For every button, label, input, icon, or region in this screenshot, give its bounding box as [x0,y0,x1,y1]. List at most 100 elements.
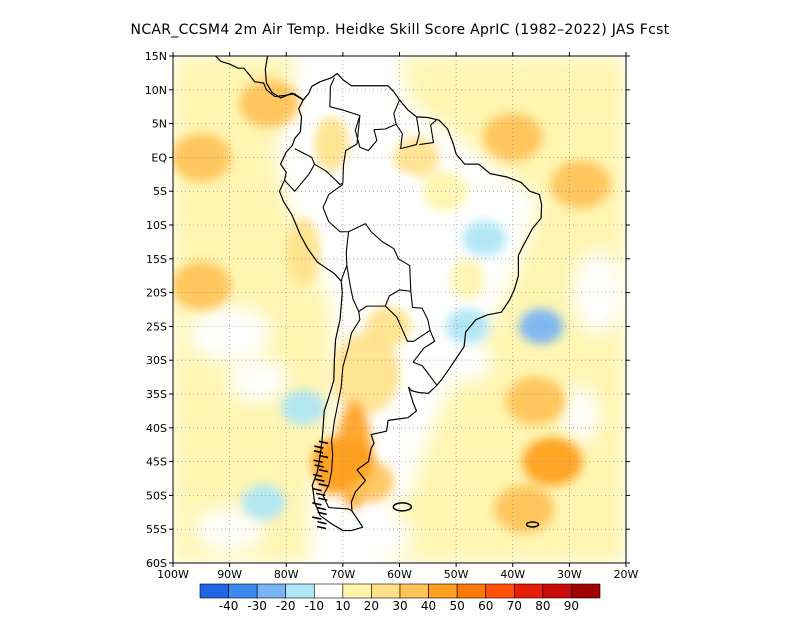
fjord-mark [312,516,322,520]
fjord-mark [316,525,327,530]
coastlines [215,56,543,532]
wash-region-0 [173,56,332,563]
colorbar-label: 40 [421,599,436,613]
feature-8 [494,484,555,533]
grid-lines [173,56,626,563]
chile-fjords [312,440,329,530]
lon-tick-label: 30W [557,568,582,581]
colorbar-swatch [456,583,487,599]
falkland-islands [392,502,413,512]
lat-tick-label: 5N [152,118,167,131]
longitude-axis: 100W 90W 80W 70W 60W 50W 40W 30W 20W [157,52,639,581]
feature-11 [462,220,507,257]
colorbar-swatch [428,583,458,599]
fjord-mark [315,478,325,482]
fjord-mark [315,492,326,497]
lon-tick-label: 20W [614,568,639,581]
colorbar-swatch [313,583,344,599]
colorbar-swatch [485,583,515,599]
fjord-mark [312,502,322,506]
feature-6 [505,376,566,425]
lat-tick-label: 5S [153,185,167,198]
lat-tick-label: 30S [146,354,167,367]
feature-14 [377,173,422,209]
fjord-mark [318,483,328,487]
lat-tick-label: 60S [146,557,167,570]
lat-tick-label: 20S [146,287,167,300]
fjord-mark [312,473,323,478]
colorbar-label: 60 [478,599,493,613]
central-america-caribbean-coast [264,56,304,101]
gap-0 [189,305,270,361]
lat-tick-label: 15N [145,50,167,63]
country-border-0 [294,77,361,185]
fjord-mark [312,487,322,492]
land-blob-8 [365,306,411,347]
colorbar-swatch [371,583,401,599]
feature-2 [550,160,611,209]
gap-2 [444,339,491,381]
colorbar-swatch [199,583,229,599]
fjord-mark [317,520,327,525]
colorbar-label: -40 [219,599,239,613]
colorbar-label: 10 [335,599,350,613]
colorbar-label: -20 [276,599,296,613]
chart-title: NCAR_CCSM4 2m Air Temp. Heidke Skill Sco… [130,22,670,38]
lat-tick-label: 45S [146,456,167,469]
land-blob-9 [450,258,485,300]
colorbar-swatch [571,583,601,599]
land-blob-0 [331,332,400,415]
colorbar-label: -30 [247,599,267,613]
colorbar-label: 50 [450,599,465,613]
colorbar: -40 -30 -20 -10 10 20 30 40 50 60 70 80 90 [199,583,601,613]
fjord-mark [318,468,329,473]
country-border-6 [412,330,438,386]
country-border-7 [354,99,401,152]
fjord-mark [318,497,328,501]
south-georgia [525,521,540,528]
lon-tick-label: 70W [330,568,355,581]
lon-tick-label: 60W [387,568,412,581]
feature-5 [312,437,373,486]
colorbar-label: 20 [364,599,379,613]
fjord-mark [316,506,327,511]
country-border-8 [395,116,420,150]
feature-0 [239,79,300,128]
colorbar-swatch [513,583,544,599]
colorbar-label: -10 [304,599,324,613]
colorbar-swatch [542,583,572,599]
feature-layer [173,79,611,533]
lat-tick-label: 40S [146,422,167,435]
fjord-mark [317,511,327,516]
lon-tick-label: 80W [274,568,299,581]
colorbar-label: 70 [507,599,522,613]
colorbar-swatch [285,583,315,599]
feature-1 [173,133,232,182]
fjord-mark [313,450,324,454]
lat-tick-label: EQ [151,151,167,164]
country-border-4 [348,223,412,312]
country-border-1 [284,163,316,192]
feature-13 [241,484,286,520]
gap-6 [563,387,598,442]
colorbar-swatch [342,583,372,599]
lon-tick-label: 90W [217,568,242,581]
lat-tick-label: 25S [146,320,167,333]
land-blob-4 [422,170,468,212]
fjord-mark [314,464,324,468]
land-blob-7 [286,218,321,287]
feature-3 [482,113,543,162]
lat-tick-label: 10N [145,84,167,97]
gap-5 [365,515,411,557]
lat-tick-label: 10S [146,219,167,232]
colorbar-label: 90 [564,599,579,613]
lon-tick-label: 100W [157,568,189,581]
fjord-mark [318,454,329,459]
colorbar-label: 30 [392,599,407,613]
lat-tick-label: 35S [146,388,167,401]
fjord-mark [314,445,324,449]
country-border-2 [322,183,350,282]
feature-12 [281,389,326,426]
country-border-9 [419,119,437,146]
feature-7 [522,437,583,486]
